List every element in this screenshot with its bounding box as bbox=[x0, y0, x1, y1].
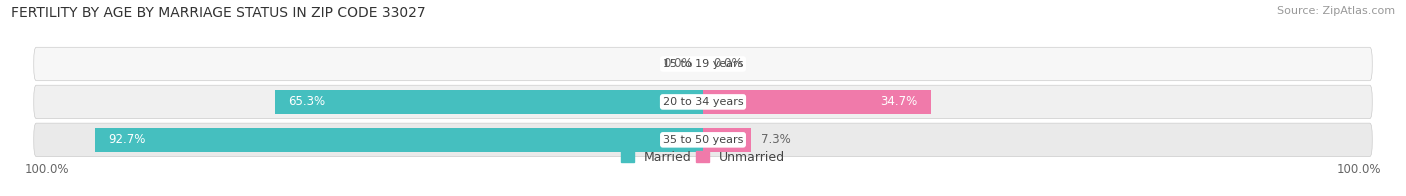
Text: 7.3%: 7.3% bbox=[761, 133, 790, 146]
Legend: Married, Unmarried: Married, Unmarried bbox=[621, 151, 785, 164]
Text: 34.7%: 34.7% bbox=[880, 95, 918, 108]
Bar bbox=[703, 90, 931, 114]
Text: 35 to 50 years: 35 to 50 years bbox=[662, 135, 744, 145]
Text: 0.0%: 0.0% bbox=[664, 57, 693, 71]
Bar bbox=[94, 128, 703, 152]
Text: 15 to 19 years: 15 to 19 years bbox=[662, 59, 744, 69]
Text: 65.3%: 65.3% bbox=[288, 95, 325, 108]
Text: 0.0%: 0.0% bbox=[713, 57, 742, 71]
Text: FERTILITY BY AGE BY MARRIAGE STATUS IN ZIP CODE 33027: FERTILITY BY AGE BY MARRIAGE STATUS IN Z… bbox=[11, 6, 426, 20]
Bar bbox=[703, 128, 751, 152]
FancyBboxPatch shape bbox=[34, 123, 1372, 157]
FancyBboxPatch shape bbox=[34, 85, 1372, 119]
Bar bbox=[274, 90, 703, 114]
Text: 20 to 34 years: 20 to 34 years bbox=[662, 97, 744, 107]
Text: Source: ZipAtlas.com: Source: ZipAtlas.com bbox=[1277, 6, 1395, 16]
Text: 92.7%: 92.7% bbox=[108, 133, 145, 146]
FancyBboxPatch shape bbox=[34, 47, 1372, 81]
